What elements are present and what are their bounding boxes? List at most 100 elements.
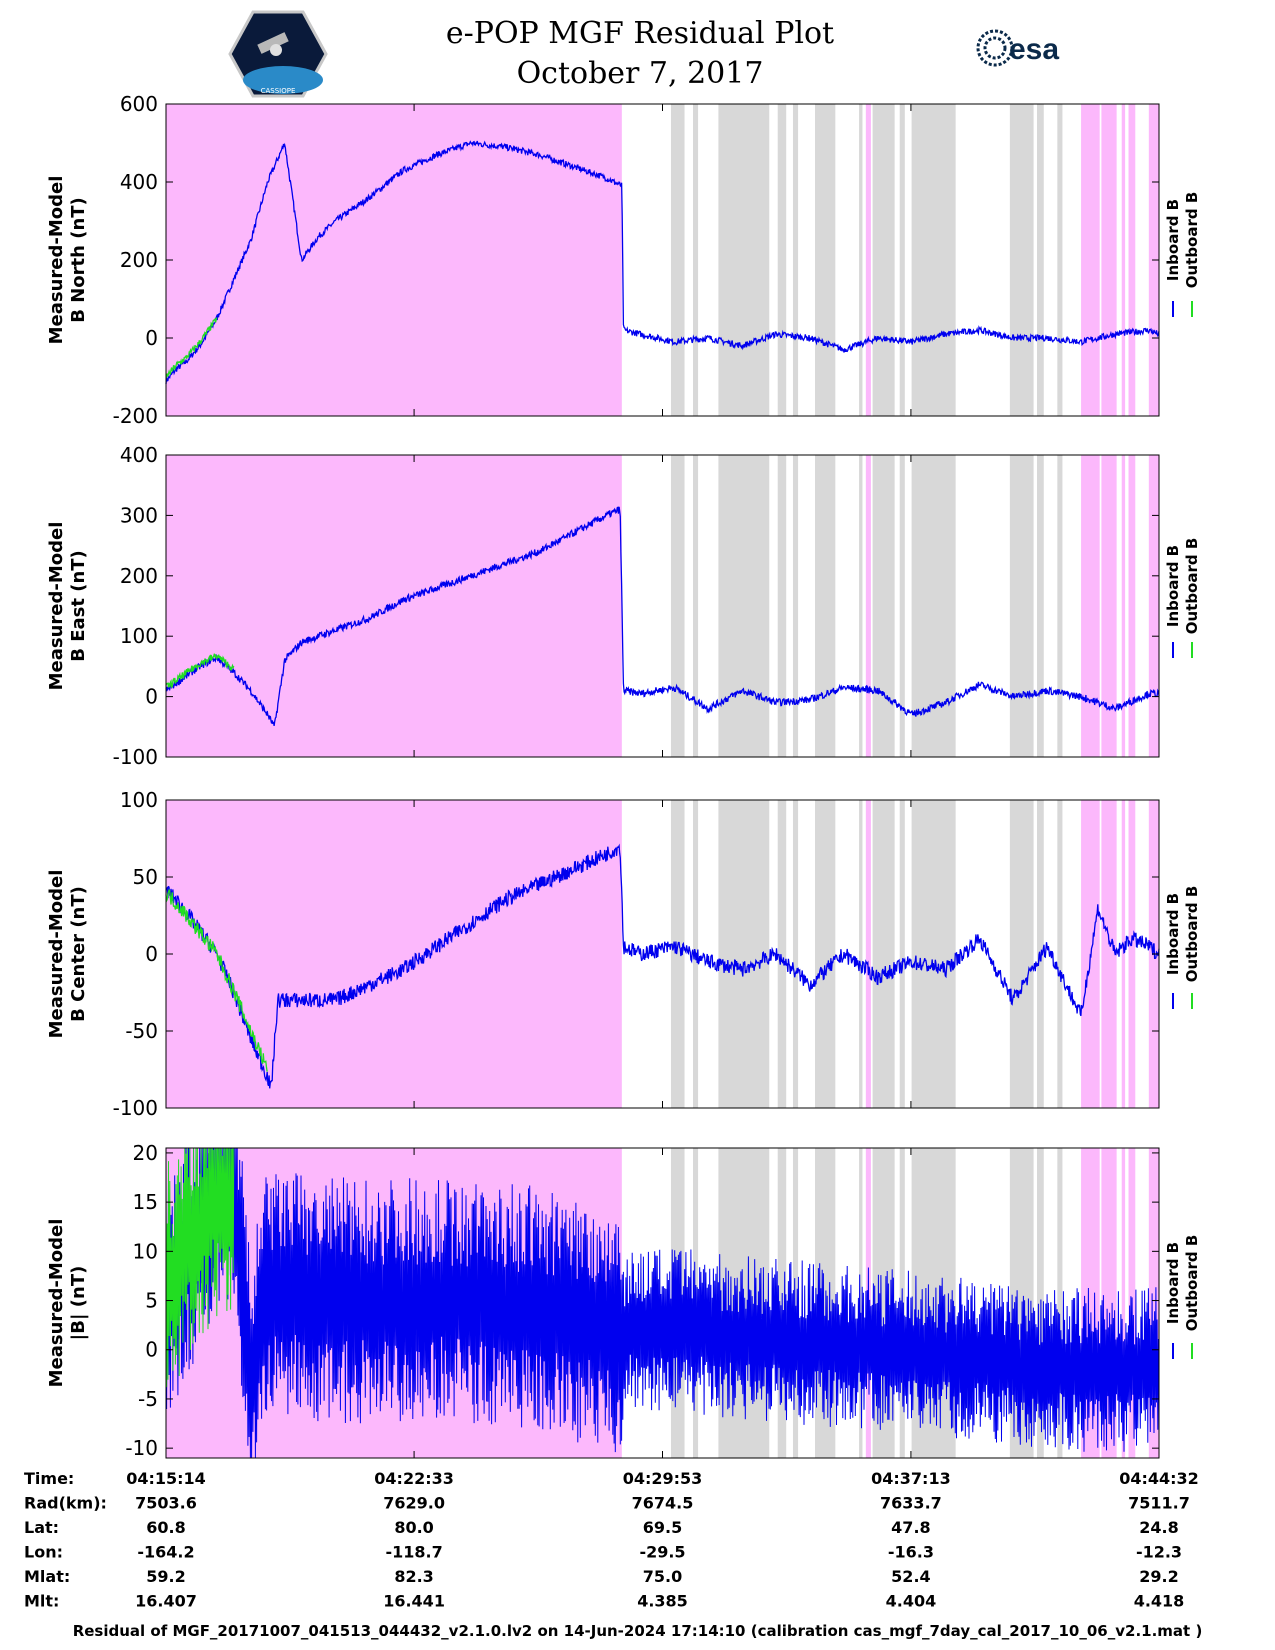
legend-label-inboard: Inboard B	[1164, 199, 1182, 281]
gray-span	[777, 455, 787, 757]
stats-cell: 16.441	[383, 1592, 445, 1611]
gray-span	[718, 800, 770, 1108]
stats-cell: -118.7	[385, 1543, 442, 1562]
gray-span	[1036, 455, 1044, 757]
y-tick-label: 200	[120, 564, 158, 588]
stats-cell: 4.385	[637, 1592, 688, 1611]
stats-cell: 52.4	[891, 1567, 930, 1586]
magenta-span	[1148, 1148, 1159, 1458]
legend-label-inboard: Inboard B	[1164, 893, 1182, 975]
y-tick-label: -10	[125, 1436, 158, 1460]
magenta-span	[865, 800, 871, 1108]
magenta-span	[1128, 455, 1136, 757]
stats-cell: 04:22:33	[374, 1469, 454, 1488]
magenta-span	[1128, 800, 1136, 1108]
stats-row-label: Mlt:	[24, 1592, 59, 1611]
y-tick-label: 0	[145, 942, 158, 966]
stats-cell: -29.5	[639, 1543, 685, 1562]
gray-span	[718, 455, 770, 757]
magenta-span	[1148, 455, 1159, 757]
cassiope-logo-label: CASSIOPE	[261, 87, 296, 95]
stats-cell: 7511.7	[1128, 1494, 1190, 1513]
series-outboard-line	[165, 1147, 235, 1388]
magenta-span	[1121, 455, 1126, 757]
gray-span	[792, 1148, 799, 1458]
y-axis-label: Measured-ModelB Center (nT)	[46, 870, 89, 1039]
stats-cell: 59.2	[146, 1567, 185, 1586]
y-tick-label: -200	[113, 404, 158, 428]
stats-table: Time: Rad(km): Lat: Lon: Mlat: Mlt: 04:15:14 75…	[24, 1469, 1199, 1611]
magenta-span	[166, 104, 622, 416]
y-axis-label-line-2: B East (nT)	[68, 550, 89, 662]
stats-row-label: Lat:	[24, 1518, 59, 1537]
y-tick-label: 15	[133, 1190, 158, 1214]
gray-span	[777, 800, 787, 1108]
gray-span	[1057, 800, 1063, 1108]
y-axis-label-line-2: B Center (nT)	[68, 886, 89, 1022]
stats-cell: -16.3	[888, 1543, 934, 1562]
stats-cell: 24.8	[1139, 1518, 1178, 1537]
stats-cell: -12.3	[1136, 1543, 1182, 1562]
y-tick-label: -5	[138, 1387, 158, 1411]
gray-span	[1036, 1148, 1044, 1458]
gray-span	[670, 455, 685, 757]
gray-span	[670, 800, 685, 1108]
gray-span	[815, 455, 836, 757]
gray-span	[1057, 104, 1063, 416]
legend-label-inboard: Inboard B	[1164, 1242, 1182, 1324]
gray-span	[1009, 104, 1034, 416]
series-inboard-line	[165, 1147, 1160, 1459]
y-tick-label: 100	[120, 788, 158, 812]
gray-span	[815, 104, 836, 416]
gray-span	[899, 104, 905, 416]
y-tick-label: -50	[125, 1019, 158, 1043]
gray-span	[792, 104, 799, 416]
series-inboard-line	[165, 843, 1160, 1089]
stats-cell: -164.2	[137, 1543, 194, 1562]
stats-cell: 16.407	[135, 1592, 197, 1611]
gray-span	[859, 104, 863, 416]
magenta-span	[1121, 104, 1126, 416]
gray-span	[872, 455, 895, 757]
magenta-span	[1101, 455, 1117, 757]
stats-cell: 4.404	[886, 1592, 937, 1611]
stats-cell: 82.3	[394, 1567, 433, 1586]
magenta-span	[1121, 1148, 1126, 1458]
title-line-2: October 7, 2017	[516, 56, 764, 91]
series-outboard-line	[165, 317, 218, 379]
magenta-span	[1081, 800, 1100, 1108]
gray-span	[872, 104, 895, 416]
magenta-span	[865, 455, 871, 757]
chart-title: e-POP MGF Residual Plot October 7, 2017	[380, 14, 900, 94]
y-axis-label-line-1: Measured-Model	[46, 176, 67, 345]
y-tick-label: 0	[145, 326, 158, 350]
gray-span	[718, 104, 770, 416]
gray-span	[1009, 455, 1034, 757]
panel-bnorth: 600 400 200 0 -200 Measured-ModelB North (nT)…	[46, 92, 1201, 428]
stats-cell: 80.0	[394, 1518, 433, 1537]
magenta-span	[865, 104, 871, 416]
y-axis-label: Measured-Model|B| (nT)	[46, 1219, 89, 1388]
esa-logo-label: esa	[1009, 33, 1059, 66]
gray-span	[792, 455, 799, 757]
stats-cell: 29.2	[1139, 1567, 1178, 1586]
magenta-span	[1121, 800, 1126, 1108]
gray-span	[859, 800, 863, 1108]
magenta-span	[1101, 800, 1117, 1108]
y-tick-label: 200	[120, 248, 158, 272]
y-tick-label: 10	[133, 1239, 158, 1263]
y-axis-label-line-1: Measured-Model	[46, 870, 67, 1039]
y-tick-label: -100	[113, 745, 158, 769]
magenta-span	[1101, 104, 1117, 416]
series-inboard-line	[165, 506, 1160, 726]
stats-cell: 75.0	[643, 1567, 682, 1586]
y-tick-label: 20	[133, 1141, 158, 1165]
gray-span	[792, 800, 799, 1108]
footer-caption: Residual of MGF_20171007_041513_044432_v…	[72, 1622, 1203, 1640]
gray-span	[911, 104, 956, 416]
cassiope-logo: CASSIOPE	[228, 10, 328, 98]
y-tick-label: 0	[145, 1338, 158, 1362]
panel-babs: 20 15 10 5 0 -5 -10 Measured-Model|B| (nT) Inboa…	[46, 1141, 1201, 1460]
magenta-span	[1081, 104, 1100, 416]
